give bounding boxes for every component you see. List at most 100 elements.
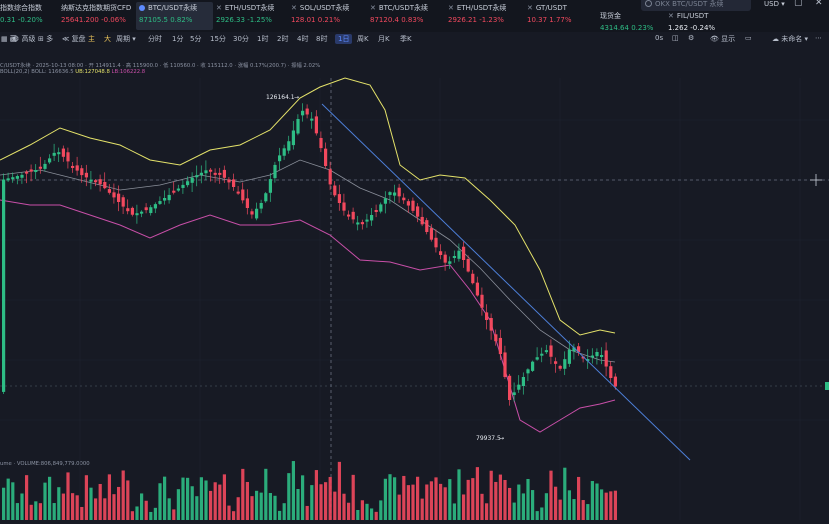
close-window-icon[interactable]: ✕ [815,0,823,8]
volume-bar [259,492,263,520]
close-icon[interactable]: ✕ [216,4,222,12]
interval-6[interactable]: 2时 [277,35,289,43]
window-icon[interactable]: ▢ [794,0,803,8]
interval-1d-selected[interactable]: 1日 [335,34,353,44]
volume-bar [457,469,461,520]
more-icon[interactable]: ⋯ [815,34,822,42]
interval-2[interactable]: 5分 [190,35,202,43]
tool-main[interactable]: 主 [88,35,95,43]
currency-select[interactable]: USD ▾ [764,0,785,8]
camera-icon[interactable]: ◫ [672,34,679,42]
volume-bar [498,474,502,520]
ticker-8[interactable]: 现货金 4314.64 0.23% [600,10,662,38]
advanced-button[interactable]: ⚙ 高级 [13,35,36,43]
low-arrow-icon: → [499,435,504,442]
candle-body [517,384,521,390]
volume-bar [402,475,406,520]
ticker-1[interactable]: 纳斯达克指数期货CFD 25641.200 -0.06% [61,2,133,30]
close-icon[interactable]: ✕ [370,4,376,12]
interval-10[interactable]: 周K [357,35,369,43]
candle-body [6,178,10,181]
candle-body [80,168,84,176]
candle-body [291,130,295,146]
volume-bar [66,472,70,520]
volume-bar [563,467,567,520]
volume-bar [43,482,47,520]
candle-body [135,213,139,216]
close-icon[interactable]: ✕ [668,12,674,20]
candle-body [301,110,305,116]
candle-body [581,356,585,359]
volume-bar [347,502,351,520]
volume-bar [48,476,52,520]
close-icon[interactable]: ✕ [448,4,454,12]
ticker-5[interactable]: ✕ BTC/USDT永续 87120.4 0.83% [370,2,442,30]
volume-bar [595,483,599,520]
candle-body [218,172,222,175]
volume-bar [255,490,259,520]
volume-bar [333,491,337,520]
interval-0[interactable]: 分时 [148,35,162,43]
volume-bar [38,503,42,520]
display-button[interactable]: 👁 显示 [710,35,736,43]
volume-bar [29,504,33,520]
ticker-6[interactable]: ✕ ETH/USDT永续 2926.21 -1.23% [448,2,520,30]
interval-7[interactable]: 4时 [297,35,309,43]
search-input[interactable]: OKX BTC/USDT 永续 [641,0,751,11]
candle-body [232,179,236,187]
volume-bar [130,511,134,520]
volume-bar [314,470,318,520]
candle-body [11,177,15,180]
multi-button[interactable]: ⊞ 多 [38,35,54,43]
advanced-label: 高级 [21,35,36,43]
ticker-0[interactable]: 指数综合指数 0.31 -0.20% [0,2,58,30]
volume-bar [581,500,585,520]
tool-big[interactable]: 大 [104,35,111,43]
timer-label: 0s [655,34,664,42]
candle-body [61,148,65,157]
replay-label: 复盘 [71,35,86,43]
ticker-9[interactable]: ✕ FIL/USDT 1.262 -0.24% [668,10,730,38]
candle-body [572,347,576,352]
volume-bar [71,493,75,520]
interval-4[interactable]: 30分 [233,35,249,43]
ticker-4[interactable]: ✕ SOL/USDT永续 128.01 0.21% [291,2,363,30]
settings-icon[interactable]: ⚙ [688,34,695,42]
candle-body [342,202,346,211]
volume-bar [439,483,443,520]
interval-1[interactable]: 1分 [172,35,184,43]
close-icon[interactable]: ✕ [291,4,297,12]
volume-bar [186,477,190,520]
last-price-marker [825,382,829,390]
volume-bar [107,474,111,520]
volume-bar [512,502,516,520]
volume-bar [149,511,153,520]
draw-button[interactable]: ▦ 画 [1,35,17,43]
interval-5[interactable]: 1时 [257,35,269,43]
layout-name-button[interactable]: ☁ 未命名 ▾ [772,35,808,43]
volume-bar [600,489,604,520]
volume-bar [448,479,452,520]
volume-bar [383,478,387,520]
close-icon[interactable]: ✕ [527,4,533,12]
candle-body [296,119,300,134]
interval-3[interactable]: 15分 [210,35,226,43]
candle-body [567,349,571,364]
volume-bar [549,470,553,520]
candle-body [75,165,79,171]
ticker-7[interactable]: ✕ GT/USDT 10.37 1.77% [527,2,589,30]
replay-button[interactable]: ≪ 复盘 [62,35,86,43]
volume-bar [406,485,410,520]
candle-body [535,357,539,360]
volume-bar [245,481,249,520]
ticker-2[interactable]: BTC/USDT永续 87105.5 0.82% [136,2,213,30]
interval-11[interactable]: 月K [378,35,390,43]
volume-bar [291,461,295,520]
ticker-name: 指数综合指数 [0,4,42,12]
interval-8[interactable]: 8时 [316,35,328,43]
ticker-3[interactable]: ✕ ETH/USDT永续 2926.33 -1.25% [216,2,288,30]
layout-icon[interactable]: ▭ [745,34,752,42]
period-button[interactable]: 周期 ▾ [116,35,136,43]
interval-12[interactable]: 季K [400,35,412,43]
